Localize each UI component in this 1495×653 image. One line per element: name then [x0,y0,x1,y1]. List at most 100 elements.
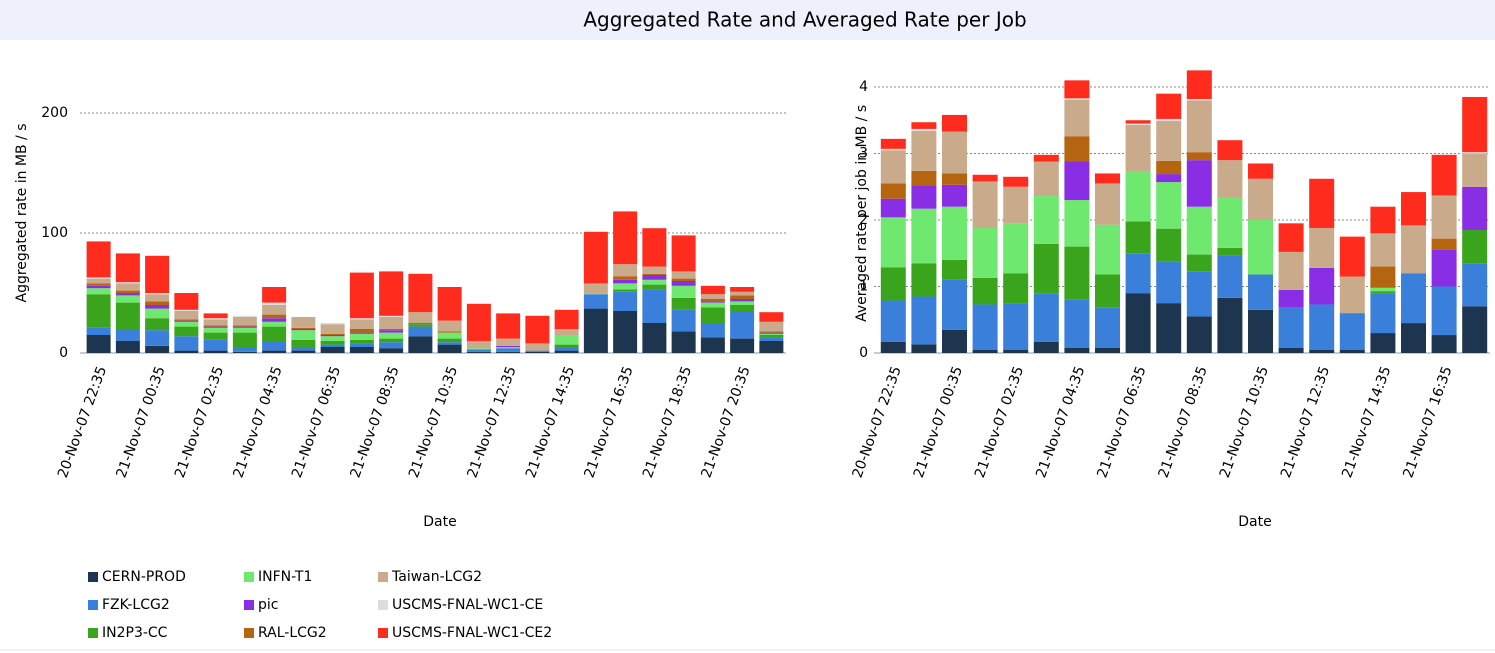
bar-segment [671,281,696,286]
bar-segment [730,287,755,292]
bar-segment [408,336,433,353]
bar-segment [1186,160,1212,207]
bar-segment [972,181,998,228]
bar-segment [1186,70,1212,99]
bar-segment [972,277,998,305]
bar-segment [1156,228,1182,262]
bar-segment [1186,152,1212,161]
bar-segment [613,311,638,353]
bar-segment [496,338,521,346]
bar-segment [525,350,550,352]
bar-segment [700,302,725,308]
bar-segment [671,285,696,298]
bar-segment [1064,80,1090,99]
bar-segment [1248,309,1273,353]
bar-segment [320,335,345,337]
bar-segment [671,235,696,272]
chart-title: Aggregated Rate and Averaged Rate per Jo… [583,8,1026,32]
bar-segment [232,315,257,317]
bar-segment [379,317,404,329]
bar-segment [942,329,967,353]
x-tick-label: 21-Nov-07 00:35 [113,364,168,480]
bar-segment [145,255,170,293]
bar-segment [671,271,696,279]
bar-segment [1186,271,1212,317]
bar-segment [1156,174,1182,183]
bar-segment [880,150,906,184]
bar-segment [1156,182,1182,229]
bar-segment [437,338,462,343]
bar-segment [262,305,287,315]
bar-segment [554,344,579,347]
bar-segment [1309,267,1335,305]
bar-segment [554,350,579,353]
bar-segment [730,311,755,339]
bar-segment [203,332,228,340]
bar-segment [437,320,462,332]
bar-segment [1156,303,1182,353]
bar-segment [880,183,906,199]
bar-segment [525,315,550,344]
bar-segment [1186,98,1212,101]
bar-segment [115,282,140,284]
y-tick-label: 3 [859,146,868,162]
bar-segment [1431,249,1457,287]
bar-segment [1462,306,1488,353]
bar-segment [291,317,316,328]
bar-segment [291,339,316,347]
bar-segment [379,315,404,317]
y-tick-label: 200 [41,105,68,121]
bar-segment [291,327,316,329]
bar-segment [1431,195,1457,239]
bar-segment [232,317,257,326]
bar-segment [730,305,755,311]
bar-segment [1003,176,1029,187]
bar-segment [262,321,287,327]
bar-segment [408,323,433,325]
bar-segment [1125,120,1151,124]
bar-segment [86,327,111,335]
bar-segment [972,349,998,353]
y-axis-title: Aggregated rate in MB / s [14,123,30,302]
bar-segment [1370,206,1396,234]
x-axis-title: Date [423,514,456,530]
bar-segment [583,308,608,353]
bar-segment [880,267,906,301]
bar-segment [115,253,140,283]
bar-segment [583,293,608,295]
bar-segment [203,319,228,326]
bar-segment [1064,136,1090,162]
bar-segment [1156,118,1182,121]
bar-segment [911,170,937,186]
title-bar [0,0,1495,40]
bar-segment [203,326,228,328]
bar-segment [1217,160,1243,199]
bar-segment [1248,274,1273,310]
bar-segment [1033,196,1059,244]
bar-segment [1248,178,1273,220]
bar-segment [880,148,906,151]
bar-segment [437,332,462,339]
bar-segment [1370,266,1396,288]
bar-segment [320,344,345,347]
bar-segment [466,349,491,352]
bar-segment [942,184,967,207]
legend-swatch [88,600,98,610]
bar-segment [700,285,725,295]
bar-segment [496,347,521,349]
bar-segment [466,351,491,353]
bar-segment [1125,171,1151,222]
x-tick-label: 21-Nov-07 20:35 [698,364,753,480]
bar-segment [349,332,374,334]
bar-segment [671,297,696,310]
bar-segment [437,287,462,321]
bar-segment [437,331,462,333]
bar-segment [942,206,967,260]
bar-segment [145,305,170,309]
bar-segment [642,275,667,280]
bar-segment [174,326,199,337]
bar-segment [880,217,906,268]
bar-segment [613,276,638,280]
